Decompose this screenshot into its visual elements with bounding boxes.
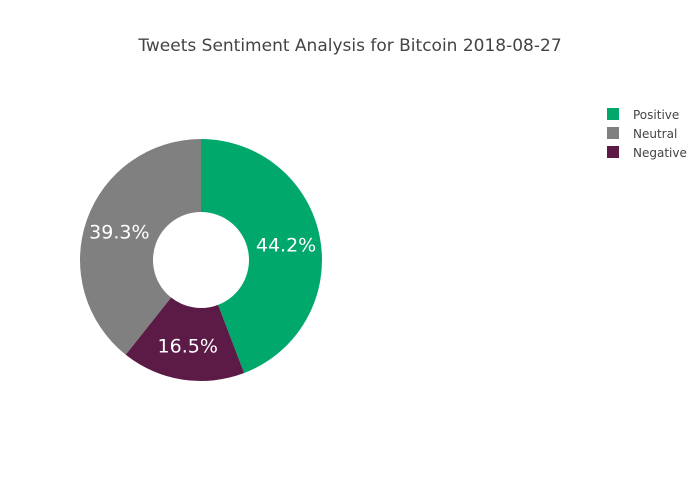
legend-swatch-negative — [607, 146, 619, 158]
chart-title: Tweets Sentiment Analysis for Bitcoin 20… — [137, 36, 561, 56]
slice-label-neutral: 39.3% — [89, 221, 149, 243]
slice-negative[interactable] — [125, 297, 245, 381]
slice-neutral[interactable] — [80, 139, 201, 355]
slice-label-positive: 44.2% — [256, 234, 316, 256]
donut-slices — [80, 139, 322, 381]
legend-item-positive[interactable]: Positive — [607, 108, 679, 122]
legend-swatch-positive — [607, 108, 619, 120]
legend[interactable]: Positive Neutral Negative — [607, 108, 687, 160]
slice-label-negative: 16.5% — [158, 335, 218, 357]
legend-label-negative: Negative — [633, 146, 687, 160]
legend-label-neutral: Neutral — [633, 127, 677, 141]
legend-label-positive: Positive — [633, 108, 679, 122]
slice-positive[interactable] — [201, 139, 322, 374]
legend-item-neutral[interactable]: Neutral — [607, 127, 677, 141]
legend-swatch-neutral — [607, 127, 619, 139]
slice-labels: 44.2% 16.5% 39.3% — [89, 221, 316, 357]
legend-item-negative[interactable]: Negative — [607, 146, 687, 160]
